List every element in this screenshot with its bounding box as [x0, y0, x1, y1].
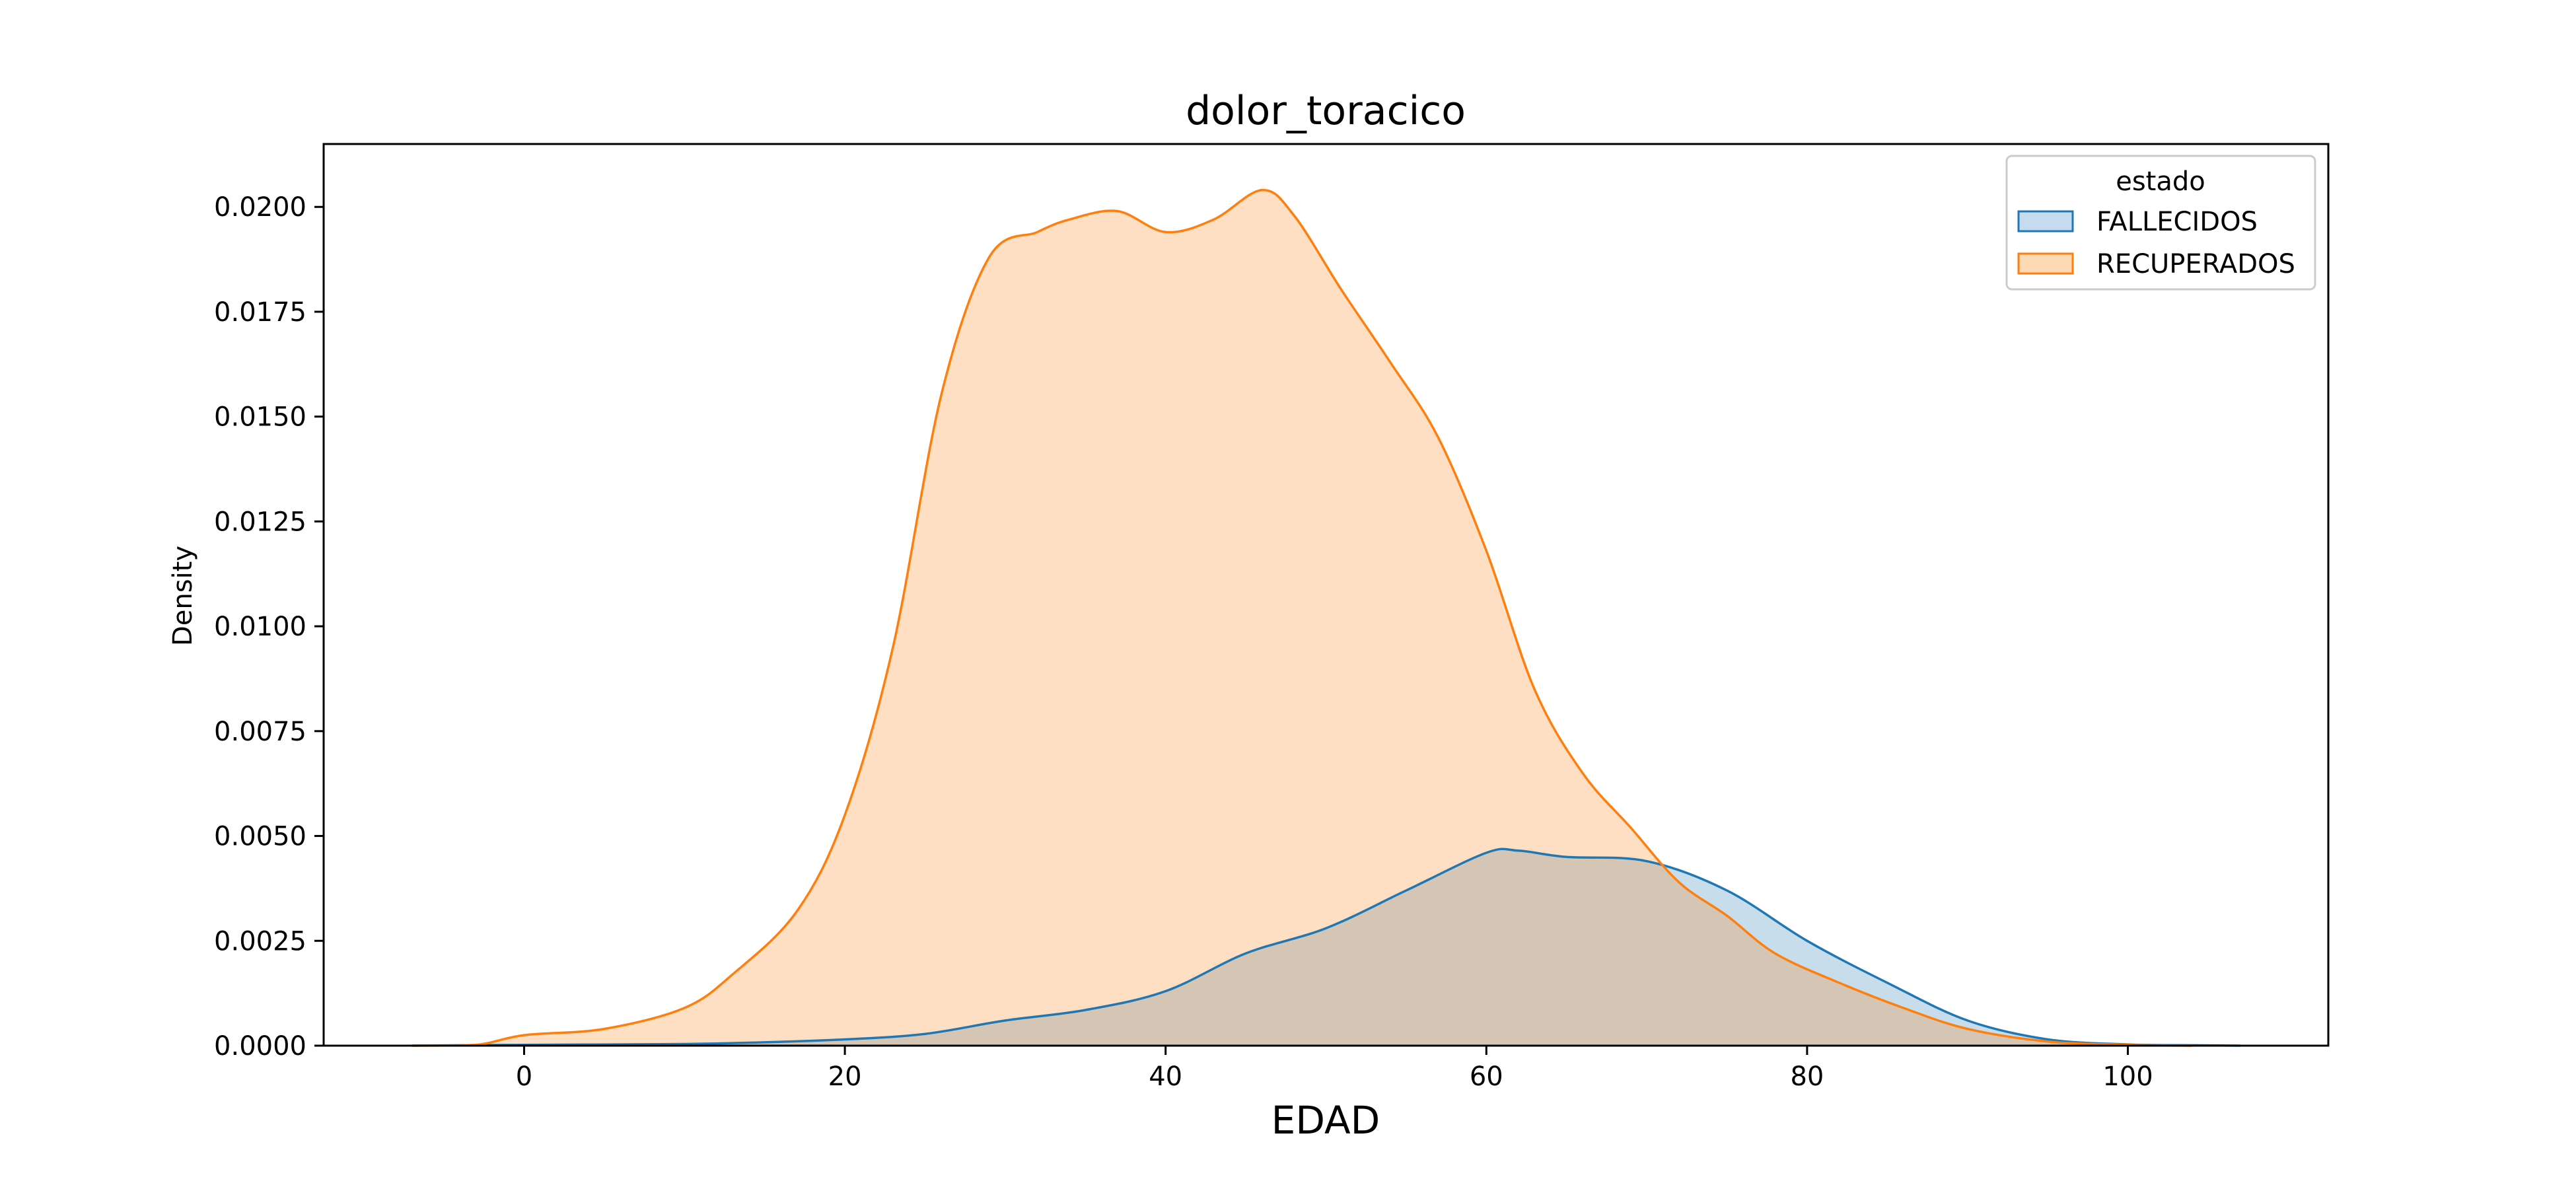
legend-box [2005, 155, 2316, 291]
y-axis-title: Density [168, 546, 198, 646]
legend-swatch-fallecidos [2017, 210, 2074, 233]
y-tick-label: 0.0075 [214, 717, 306, 747]
x-tick-label: 100 [2102, 1062, 2153, 1092]
plot-area [411, 189, 2240, 1047]
chart-title: dolor_toracico [1186, 88, 1466, 134]
x-tick-label: 20 [828, 1062, 862, 1092]
density-line-recuperados [411, 189, 2192, 1047]
x-tick-label: 40 [1149, 1062, 1182, 1092]
y-tick-label: 0.0000 [214, 1031, 306, 1062]
legend: estado FALLECIDOS RECUPERADOS [2005, 155, 2316, 291]
density-line-fallecidos [411, 847, 2240, 1047]
x-tick-label: 60 [1470, 1062, 1503, 1092]
x-axis-title: EDAD [1271, 1098, 1380, 1143]
density-area-recuperados [411, 190, 2192, 1046]
y-axis: 0.0000 0.0025 0.0050 0.0075 0.0100 0.0125 0.01… [214, 192, 324, 1062]
y-tick-label: 0.0100 [214, 612, 306, 642]
y-tick-label: 0.0200 [214, 192, 306, 223]
legend-title: estado [2116, 166, 2205, 197]
x-tick-label: 0 [516, 1062, 532, 1092]
y-tick-label: 0.0175 [214, 297, 306, 328]
legend-label-fallecidos: FALLECIDOS [2096, 207, 2258, 237]
plot-frame [322, 143, 2330, 1047]
x-tick-label: 80 [1790, 1062, 1824, 1092]
x-axis: 0 20 40 60 80 100 [516, 1046, 2153, 1092]
legend-swatch-recuperados [2017, 252, 2074, 275]
y-tick-label: 0.0050 [214, 822, 306, 852]
y-tick-label: 0.0150 [214, 402, 306, 433]
y-tick-label: 0.0025 [214, 926, 306, 956]
legend-label-recuperados: RECUPERADOS [2096, 249, 2295, 279]
density-area-fallecidos [411, 849, 2240, 1046]
y-tick-label: 0.0125 [214, 507, 306, 537]
